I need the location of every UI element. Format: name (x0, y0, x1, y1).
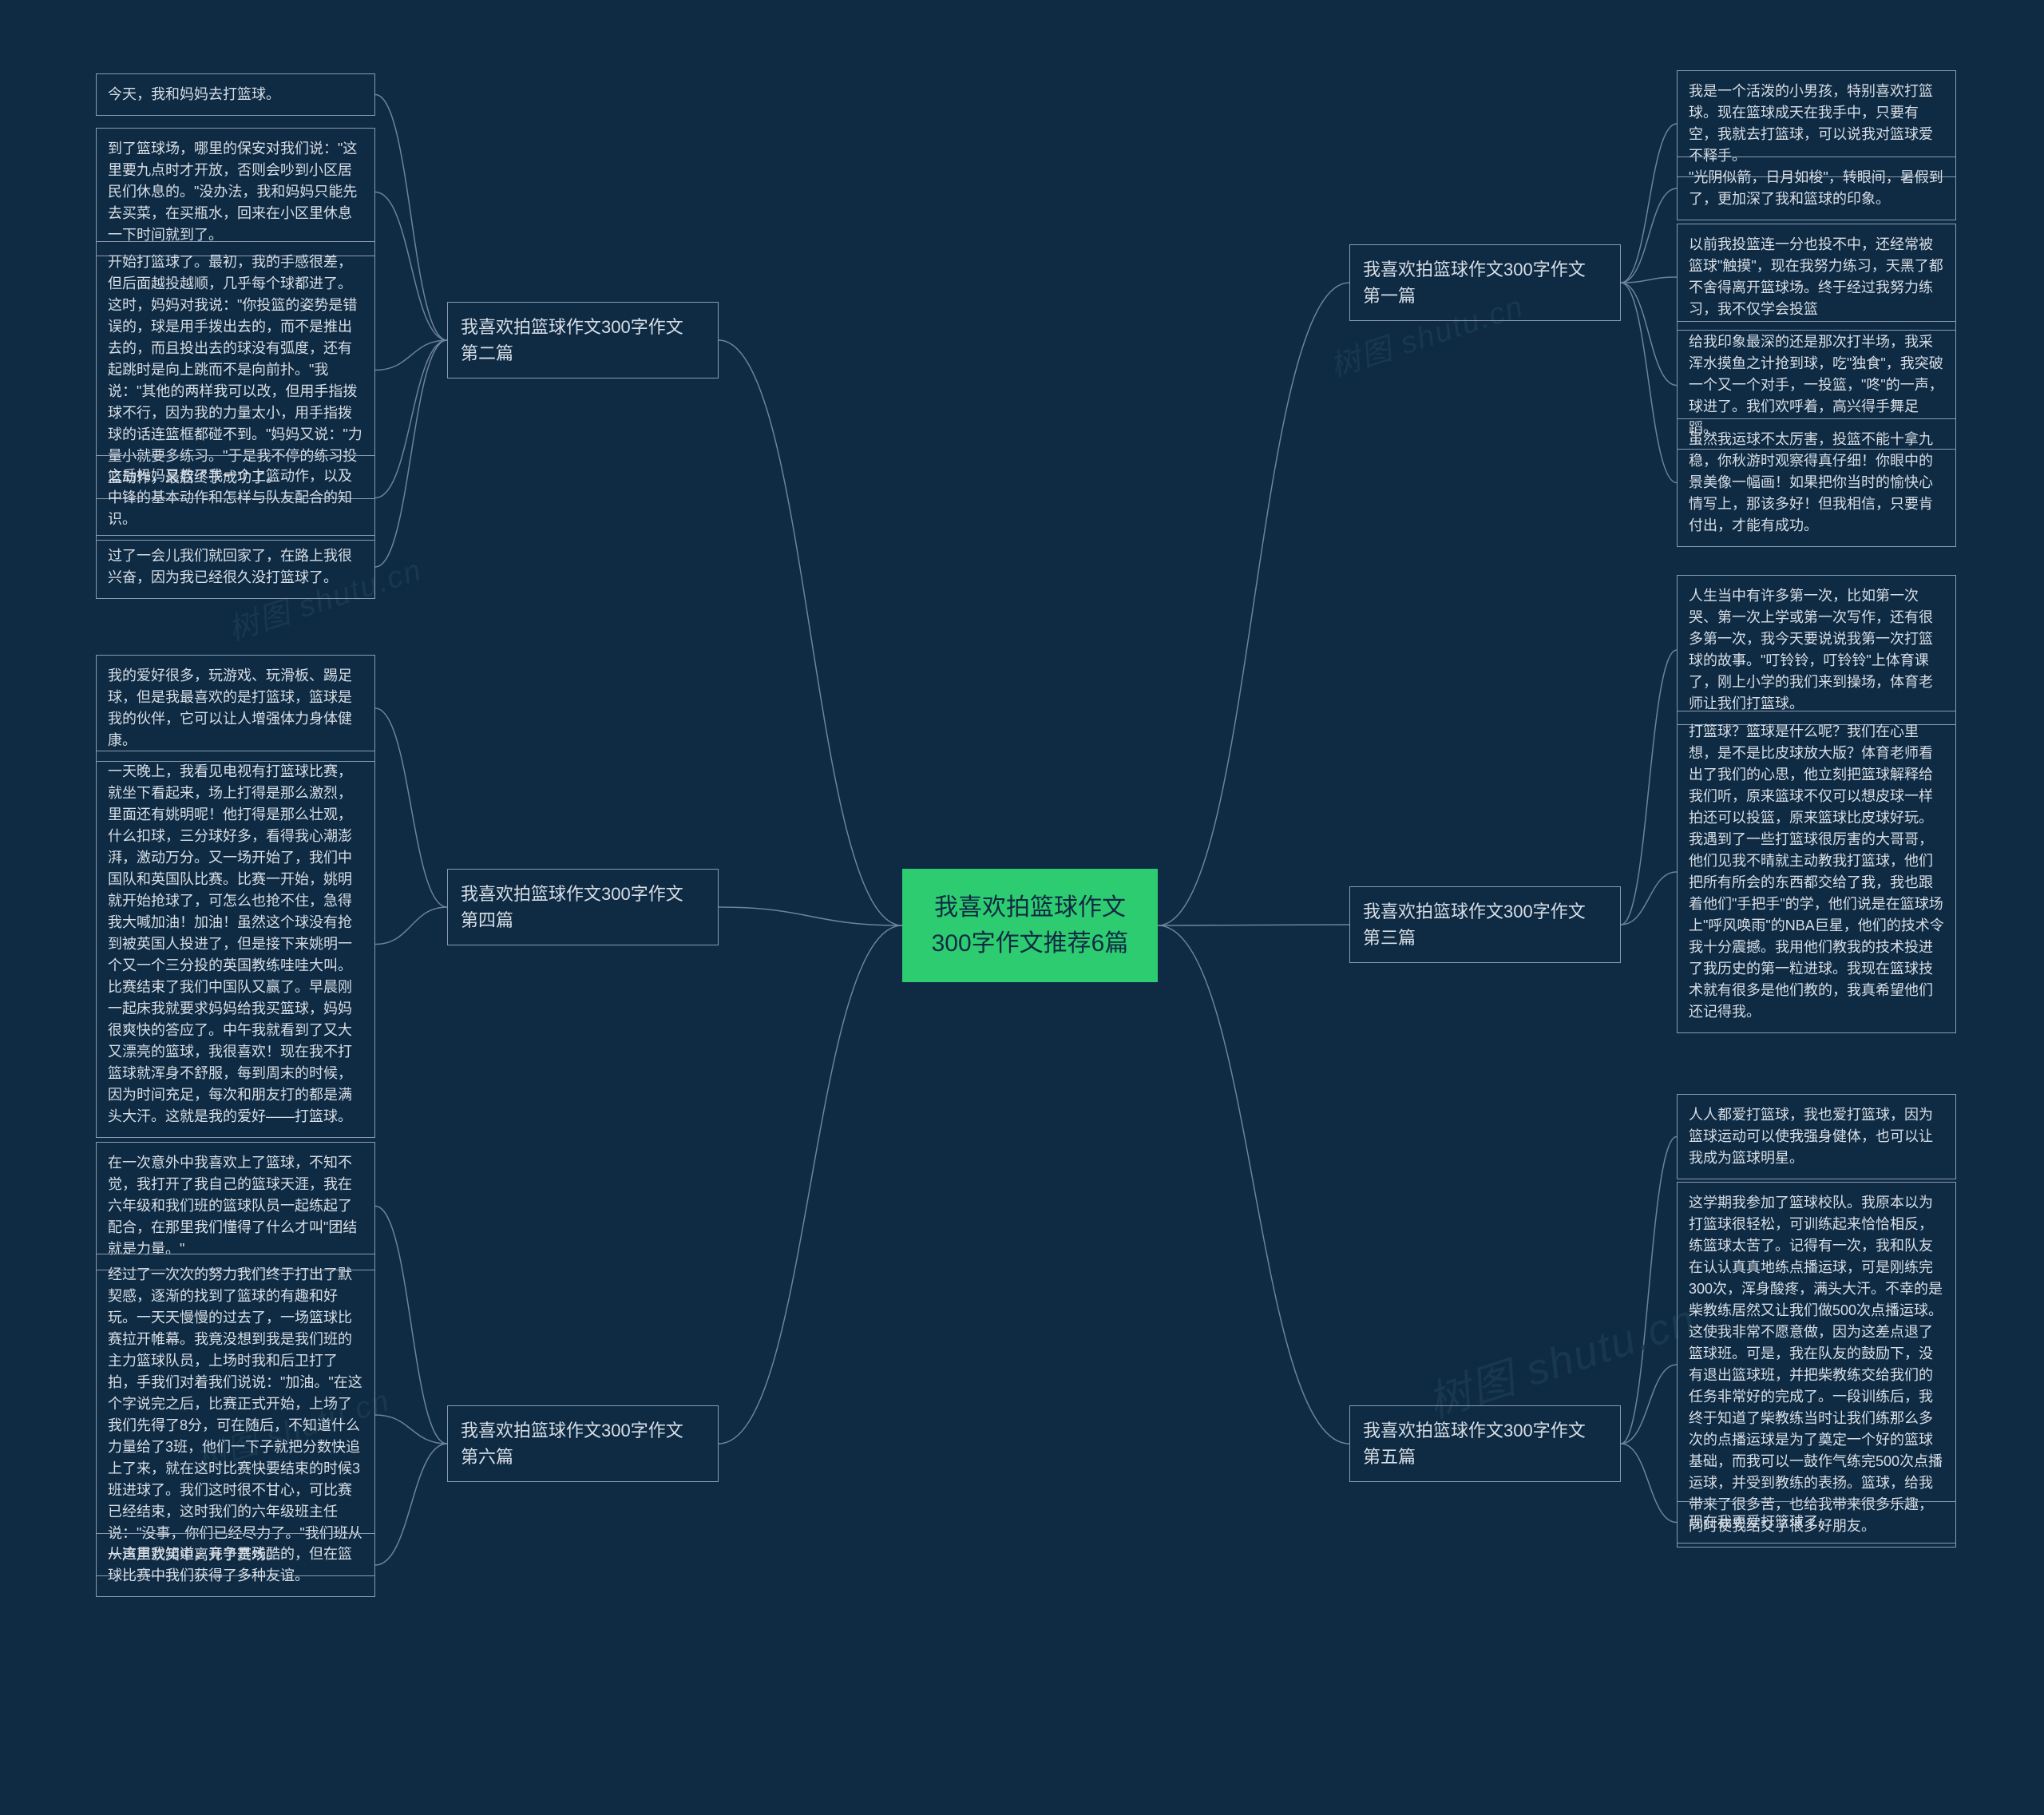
leaf-node: 从这里我知道，竞争是残酷的，但在篮球比赛中我们获得了多种友谊。 (96, 1533, 375, 1597)
leaf-node-label: 虽然我运球不太厉害，投篮不能十拿九稳，你秋游时观察得真仔细！你眼中的景美像一幅画… (1689, 431, 1933, 533)
leaf-node-label: 今天，我和妈妈去打篮球。 (108, 86, 280, 102)
branch-node-label: 我喜欢拍篮球作文300字作文 第六篇 (461, 1421, 683, 1467)
leaf-node: 经过了一次次的努力我们终于打出了默契感，逐渐的找到了篮球的有趣和好玩。一天天慢慢… (96, 1254, 375, 1576)
leaf-node: 之后妈妈又教了我一个上篮动作，以及中锋的基本动作和怎样与队友配合的知识。 (96, 455, 375, 541)
leaf-node-label: "光阴似箭，日月如梭"，转眼间，暑假到了，更加深了我和篮球的印象。 (1689, 169, 1943, 207)
leaf-node: "光阴似箭，日月如梭"，转眼间，暑假到了，更加深了我和篮球的印象。 (1677, 157, 1956, 220)
branch-node: 我喜欢拍篮球作文300字作文 第一篇 (1349, 244, 1621, 321)
branch-node: 我喜欢拍篮球作文300字作文 第四篇 (447, 869, 719, 945)
leaf-node-label: 过了一会儿我们就回家了，在路上我很兴奋，因为我已经很久没打篮球了。 (108, 548, 352, 585)
leaf-node: 人生当中有许多第一次，比如第一次哭、第一次上学或第一次写作，还有很多第一次，我今… (1677, 575, 1956, 725)
branch-node: 我喜欢拍篮球作文300字作文 第三篇 (1349, 886, 1621, 963)
leaf-node: 人人都爱打篮球，我也爱打篮球，因为篮球运动可以使我强身健体，也可以让我成为篮球明… (1677, 1094, 1956, 1179)
branch-node-label: 我喜欢拍篮球作文300字作文 第三篇 (1363, 902, 1586, 948)
leaf-node: 以前我投篮连一分也投不中，还经常被篮球"触摸"，现在我努力练习，天黑了都不舍得离… (1677, 224, 1956, 331)
branch-node: 我喜欢拍篮球作文300字作文 第二篇 (447, 302, 719, 378)
center-title: 我喜欢拍篮球作文300字作文推荐6篇 (932, 894, 1129, 957)
leaf-node-label: 人人都爱打篮球，我也爱打篮球，因为篮球运动可以使我强身健体，也可以让我成为篮球明… (1689, 1107, 1933, 1166)
leaf-node: 今天，我和妈妈去打篮球。 (96, 73, 375, 116)
leaf-node-label: 从这里我知道，竞争是残酷的，但在篮球比赛中我们获得了多种友谊。 (108, 1546, 352, 1583)
leaf-node-label: 我的爱好很多，玩游戏、玩滑板、踢足球，但是我最喜欢的是打篮球，篮球是我的伙伴，它… (108, 668, 352, 748)
leaf-node-label: 打篮球？篮球是什么呢？我们在心里想，是不是比皮球放大版？体育老师看出了我们的心思… (1689, 723, 1944, 1020)
leaf-node-label: 我是一个活泼的小男孩，特别喜欢打篮球。现在篮球成天在我手中，只要有空，我就去打篮… (1689, 83, 1933, 164)
leaf-node: 这学期我参加了篮球校队。我原本以为打篮球很轻松，可训练起来恰恰相反，练篮球太苦了… (1677, 1182, 1956, 1548)
branch-node: 我喜欢拍篮球作文300字作文 第六篇 (447, 1405, 719, 1482)
branch-node: 我喜欢拍篮球作文300字作文 第五篇 (1349, 1405, 1621, 1482)
leaf-node: 在一次意外中我喜欢上了篮球，不知不觉，我打开了我自己的篮球天涯，我在六年级和我们… (96, 1142, 375, 1270)
leaf-node-label: 以前我投篮连一分也投不中，还经常被篮球"触摸"，现在我努力练习，天黑了都不舍得离… (1689, 236, 1943, 317)
leaf-node: 虽然我运球不太厉害，投篮不能十拿九稳，你秋游时观察得真仔细！你眼中的景美像一幅画… (1677, 418, 1956, 547)
leaf-node-label: 一天晚上，我看见电视有打篮球比赛，就坐下看起来，场上打得是那么激烈，里面还有姚明… (108, 763, 352, 1124)
leaf-node: 过了一会儿我们就回家了，在路上我很兴奋，因为我已经很久没打篮球了。 (96, 535, 375, 599)
leaf-node-label: 开始打篮球了。最初，我的手感很差，但后面越投越顺，几乎每个球都进了。这时，妈妈对… (108, 254, 362, 485)
leaf-node: 现在我更爱打篮球了。 (1677, 1501, 1956, 1544)
leaf-node: 打篮球？篮球是什么呢？我们在心里想，是不是比皮球放大版？体育老师看出了我们的心思… (1677, 711, 1956, 1033)
branch-node-label: 我喜欢拍篮球作文300字作文 第一篇 (1363, 260, 1586, 306)
leaf-node-label: 经过了一次次的努力我们终于打出了默契感，逐渐的找到了篮球的有趣和好玩。一天天慢慢… (108, 1266, 362, 1563)
leaf-node: 一天晚上，我看见电视有打篮球比赛，就坐下看起来，场上打得是那么激烈，里面还有姚明… (96, 751, 375, 1138)
leaf-node-label: 现在我更爱打篮球了。 (1689, 1514, 1832, 1530)
leaf-node-label: 之后妈妈又教了我一个上篮动作，以及中锋的基本动作和怎样与队友配合的知识。 (108, 468, 352, 527)
leaf-node-label: 这学期我参加了篮球校队。我原本以为打篮球很轻松，可训练起来恰恰相反，练篮球太苦了… (1689, 1195, 1943, 1534)
branch-node-label: 我喜欢拍篮球作文300字作文 第二篇 (461, 317, 683, 363)
leaf-node: 到了篮球场，哪里的保安对我们说："这里要九点时才开放，否则会吵到小区居民们休息的… (96, 128, 375, 256)
leaf-node-label: 人生当中有许多第一次，比如第一次哭、第一次上学或第一次写作，还有很多第一次，我今… (1689, 588, 1933, 711)
leaf-node: 我的爱好很多，玩游戏、玩滑板、踢足球，但是我最喜欢的是打篮球，篮球是我的伙伴，它… (96, 655, 375, 762)
center-node: 我喜欢拍篮球作文300字作文推荐6篇 (902, 869, 1158, 982)
leaf-node-label: 在一次意外中我喜欢上了篮球，不知不觉，我打开了我自己的篮球天涯，我在六年级和我们… (108, 1155, 357, 1257)
branch-node-label: 我喜欢拍篮球作文300字作文 第五篇 (1363, 1421, 1586, 1467)
leaf-node-label: 到了篮球场，哪里的保安对我们说："这里要九点时才开放，否则会吵到小区居民们休息的… (108, 141, 357, 243)
mindmap-canvas: 我喜欢拍篮球作文300字作文推荐6篇 树图 shutu.cn树图 shutu.c… (0, 0, 2044, 1815)
branch-node-label: 我喜欢拍篮球作文300字作文 第四篇 (461, 884, 683, 930)
